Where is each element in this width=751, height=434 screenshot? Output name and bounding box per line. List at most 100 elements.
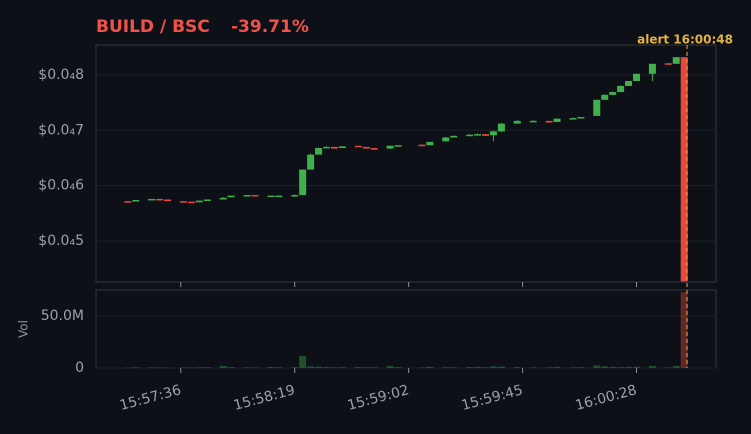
candle-body [362,146,370,149]
x-tick-label: 15:57:36 [118,382,183,414]
y-tick-label: $0.0₄6 [38,178,84,194]
volume-bar [680,292,688,368]
candle-body [513,120,521,124]
candle-body [680,57,688,282]
volume-bar [179,367,187,368]
volume-bar [370,367,378,368]
candle-body [195,200,203,203]
candle-body [267,195,275,198]
candle-body [251,195,259,197]
candle-body [593,99,601,116]
candle-body [617,85,625,93]
candle-body [330,146,338,149]
volume-bar [394,367,402,368]
candle-body [275,195,283,198]
candle-body [156,198,164,201]
candle-body [648,63,656,74]
candle-body [386,145,394,149]
candle-body [609,92,617,95]
y-tick-label: $0.0₄7 [38,122,84,138]
candle-body [315,147,323,155]
candle-body [132,200,140,202]
candle-body [219,197,227,200]
candle-body [497,123,505,132]
candle-body [625,80,633,86]
candle-body [672,57,680,64]
candle-body [426,141,434,146]
volume-bar [418,367,426,368]
volume-bar [243,367,251,368]
volume-bar [545,367,553,368]
volume-bar [601,366,609,368]
candle-body [481,134,489,136]
volume-bar [386,365,394,368]
volume-bar [275,367,283,368]
x-tick-label: 15:59:02 [346,382,411,414]
candle-body [203,199,211,201]
volume-bar [299,356,307,368]
candle-body [124,201,132,203]
candle-body [299,169,307,196]
volume-axis-label: Vol [17,320,31,338]
candle-body [418,144,426,147]
candle-body [243,195,251,197]
volume-bar [497,366,505,368]
volume-bar [195,367,203,368]
volume-bar [593,365,601,368]
volume-bar [291,367,299,368]
y-tick-label: $0.0₄8 [38,67,84,83]
y2-tick-label: 0 [75,360,84,376]
volume-bar [203,367,211,368]
candle-body [553,118,561,122]
y2-tick-label: 50.0M [41,308,84,324]
volume-bar [617,367,625,368]
x-tick-label: 16:00:28 [574,382,639,414]
candle-body [569,118,577,120]
volume-bar [219,365,227,368]
volume-bar [672,365,680,368]
volume-bar [569,367,577,368]
volume-bar [187,367,195,369]
volume-bar [164,367,172,369]
volume-bar [124,367,132,369]
volume-bar [148,367,156,368]
candle-body [577,116,585,119]
candle-body [601,94,609,100]
candle-body [179,201,187,203]
volume-bar [156,367,164,369]
volume-panel [95,289,717,369]
price-panel [95,44,717,283]
volume-bar [664,367,672,368]
candle-body [545,120,553,123]
alert-label: alert 16:00:48 [637,33,733,47]
candle-body [450,135,458,138]
volume-bar [251,367,259,368]
candle-body [529,120,537,123]
x-tick-label: 15:58:19 [232,382,297,414]
candle-body [338,146,346,148]
volume-bar [227,367,235,368]
volume-bar [362,367,370,368]
candle-body [187,201,195,204]
volume-bar [577,367,585,368]
volume-bar [330,367,338,368]
candle-body [664,63,672,65]
volume-bar [466,367,474,368]
volume-bar [338,367,346,368]
candle-body [164,199,172,202]
candle-body [466,134,474,137]
candle-body [148,198,156,201]
volume-bar [553,367,561,368]
volume-bar [307,366,315,368]
price-change: -39.71% [231,17,309,37]
volume-bar [267,367,275,368]
volume-bar [315,366,323,368]
volume-bar [529,367,537,368]
volume-bar [450,367,458,368]
volume-bar [354,367,362,368]
candle-body [489,131,497,136]
volume-bar [426,366,434,368]
candle-body [394,145,402,147]
